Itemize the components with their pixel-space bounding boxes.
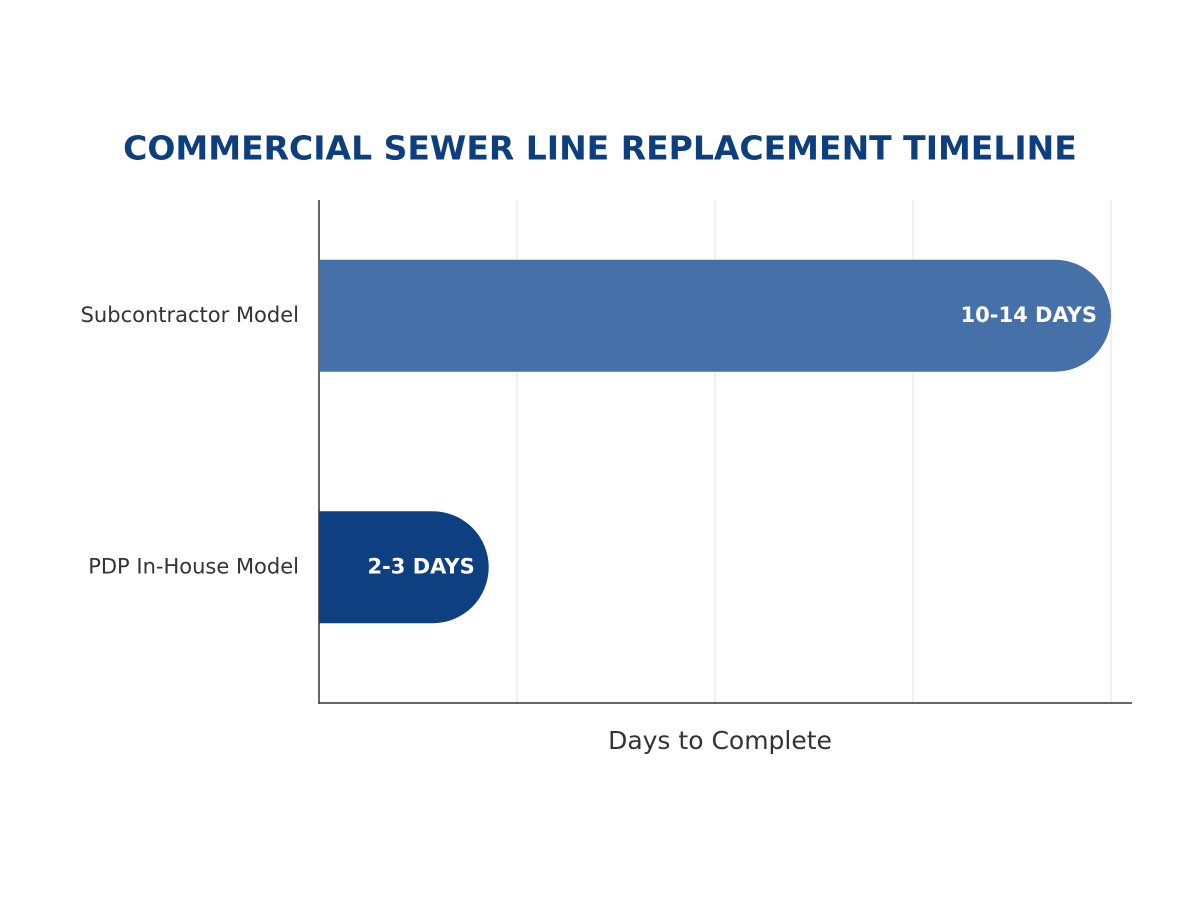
bar	[319, 511, 489, 624]
chart-title: COMMERCIAL SEWER LINE REPLACEMENT TIMELI…	[123, 129, 1077, 168]
bar-value-label: 2-3 DAYS	[367, 554, 474, 578]
y-tick-label: Subcontractor Model	[81, 303, 299, 327]
x-axis-label: Days to Complete	[608, 726, 832, 755]
y-tick-label: PDP In-House Model	[88, 554, 299, 578]
bar-value-label: 10-14 DAYS	[961, 303, 1097, 327]
bar	[319, 259, 1111, 372]
